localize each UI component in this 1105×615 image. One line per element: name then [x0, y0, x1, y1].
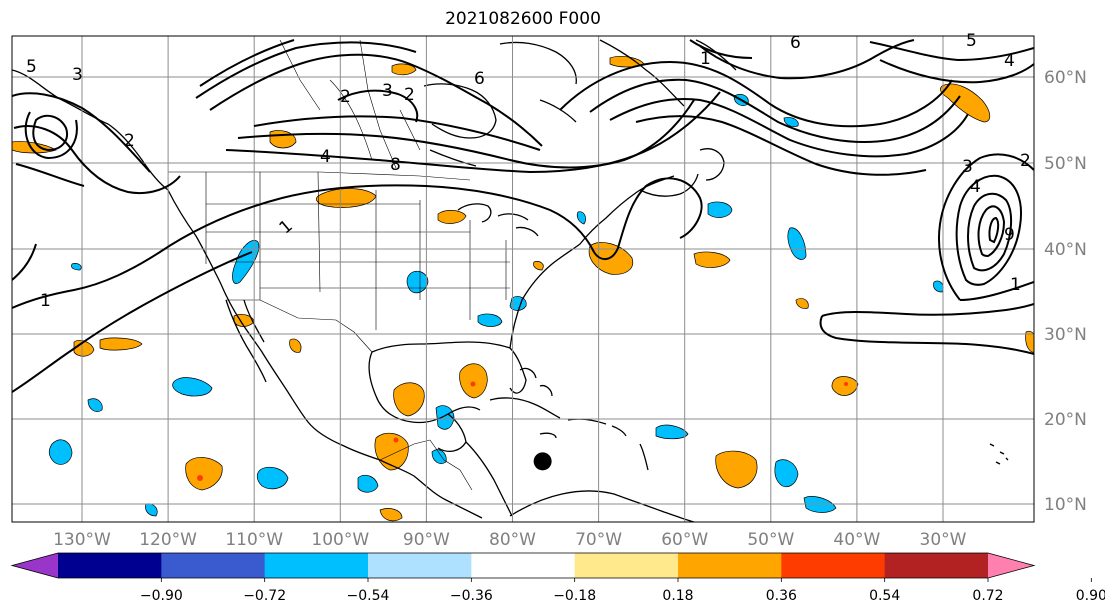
contour-label: 3	[72, 65, 83, 85]
contour-label: 6	[474, 69, 485, 89]
map-title: 2021082600 F000	[445, 9, 601, 29]
contour-label: 2	[124, 131, 135, 151]
contour-label: 8	[390, 155, 401, 175]
coastlines	[12, 39, 1009, 522]
colorbar	[10, 552, 1036, 579]
contour-label: 5	[966, 31, 977, 51]
contour-label: 2	[404, 85, 415, 105]
colorbar-tick-label: 0.72	[972, 588, 1003, 604]
colorbar-tick-label: 0.90	[1076, 588, 1105, 604]
contour-label: 5	[26, 57, 37, 77]
colorbar-segment	[781, 553, 886, 578]
latitude-label: 60°N	[1044, 68, 1087, 88]
latitude-label: 40°N	[1044, 240, 1087, 260]
latitude-label: 50°N	[1044, 154, 1087, 174]
longitude-label: 120°W	[139, 530, 197, 550]
colorbar-tick-label: −0.72	[243, 588, 286, 604]
negative-anomaly-patches	[48, 94, 944, 517]
latitude-label: 10°N	[1044, 495, 1087, 515]
longitude-label: 30°W	[920, 530, 967, 550]
longitude-label: 40°W	[833, 530, 880, 550]
colorbar-tick-labels: −0.90 −0.72 −0.54 −0.36 −0.18 0.18 0.36 0.54 0.7…	[140, 578, 1105, 604]
colorbar-segment	[884, 553, 989, 578]
longitude-label: 80°W	[489, 530, 536, 550]
longitude-label: 100°W	[311, 530, 369, 550]
contour-label: 6	[790, 33, 801, 53]
colorbar-tick-label: −0.54	[347, 588, 390, 604]
colorbar-tick-label: 0.36	[766, 588, 797, 604]
longitude-label: 130°W	[53, 530, 111, 550]
longitude-label: 50°W	[747, 530, 794, 550]
longitude-label: 90°W	[403, 530, 450, 550]
strong-positive-cores	[197, 381, 848, 481]
colorbar-segment	[264, 553, 369, 578]
colorbar-tick-label: 0.54	[869, 588, 900, 604]
longitude-labels: 130°W 120°W 110°W 100°W 90°W 80°W 70°W 60°W 50°W…	[53, 530, 967, 550]
colorbar-segment	[471, 553, 576, 578]
map-area	[12, 36, 1034, 522]
colorbar-segment	[678, 553, 782, 578]
colorbar-tick-label: −0.18	[553, 588, 596, 604]
colorbar-tick-label: 0.18	[662, 588, 693, 604]
colorbar-tick-label: −0.36	[450, 588, 493, 604]
contour-label: 4	[320, 147, 331, 167]
colorbar-outline	[10, 552, 1036, 579]
map-frame	[11, 35, 1035, 523]
contour-label: 2	[340, 87, 351, 107]
contour-label: 1	[40, 291, 51, 311]
colorbar-extend-low	[12, 553, 58, 578]
anomaly-fill-layer	[12, 56, 1034, 522]
contour-label: 2	[1020, 151, 1031, 171]
colorbar-extend-high	[988, 553, 1034, 578]
colorbar-segment	[58, 553, 162, 578]
storm-center-marker	[533, 452, 552, 471]
contour-label: 3	[382, 81, 393, 101]
contour-label: 1	[700, 49, 711, 69]
longitude-label: 110°W	[225, 530, 283, 550]
contour-label: 3	[962, 157, 973, 177]
latitude-label: 30°N	[1044, 325, 1087, 345]
contour-label: 4	[970, 177, 981, 197]
contour-lines	[12, 39, 1034, 393]
contour-label: 1	[1010, 275, 1021, 295]
positive-anomaly-patches	[12, 56, 1034, 522]
longitude-label: 70°W	[575, 530, 622, 550]
latitude-labels: 60°N 50°N 40°N 30°N 20°N 10°N	[1044, 68, 1087, 515]
colorbar-segment	[368, 553, 472, 578]
contour-label: 9	[1004, 225, 1015, 245]
contour-label: 4	[1004, 51, 1015, 71]
latitude-label: 20°N	[1044, 410, 1087, 430]
colorbar-segment	[161, 553, 266, 578]
colorbar-tick-label: −0.90	[140, 588, 183, 604]
longitude-label: 60°W	[661, 530, 708, 550]
colorbar-segment	[574, 553, 679, 578]
